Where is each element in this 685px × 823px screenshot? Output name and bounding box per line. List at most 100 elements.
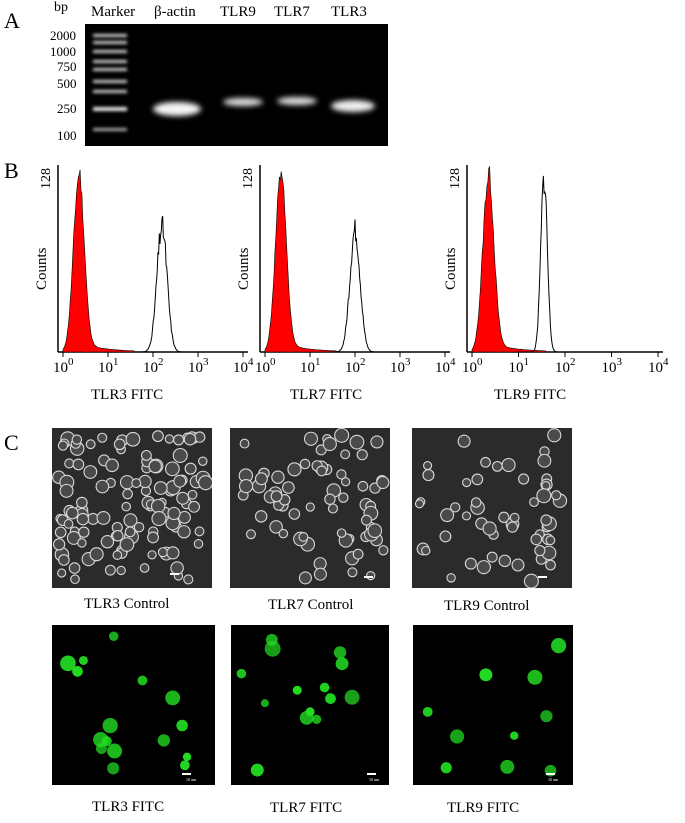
- dic-cell: [125, 431, 141, 447]
- dic-cell: [150, 498, 166, 514]
- lane-label-tlr7: TLR7: [274, 4, 310, 20]
- dic-cell: [336, 528, 347, 538]
- dic-cell: [450, 502, 461, 513]
- dic-cell: [57, 440, 69, 451]
- dic-cell: [96, 510, 111, 525]
- scale-bar-label-1: 10 um: [186, 777, 197, 782]
- x-tick-label: 103: [602, 356, 623, 376]
- dic-cell: [378, 545, 389, 556]
- dic-cell: [173, 434, 185, 446]
- dic-cell: [104, 564, 116, 576]
- dic-cell: [471, 473, 484, 486]
- dic-cell: [183, 432, 197, 446]
- band-beta-actin: [153, 102, 201, 116]
- fitc-caption-tlr9: TLR9 FITC: [447, 800, 520, 816]
- band-tlr9: [223, 98, 263, 106]
- dic-cell: [476, 560, 491, 575]
- dic-cell: [278, 528, 289, 539]
- dic-cell: [54, 526, 67, 539]
- dic-cell: [65, 506, 79, 520]
- dic-cell: [498, 554, 512, 568]
- dic-cell: [71, 434, 83, 445]
- ladder-label-1000: 1000: [50, 44, 76, 59]
- panel-b-letter: B: [4, 158, 19, 183]
- dic-cell: [116, 565, 126, 576]
- y-axis-label: Counts: [34, 247, 50, 290]
- x-tick-label: 101: [98, 356, 119, 376]
- dic-cell: [491, 460, 503, 472]
- dic-cell: [198, 475, 212, 491]
- dic-cell: [173, 474, 187, 488]
- dic-cell: [271, 470, 285, 484]
- stained-peak: [135, 215, 189, 353]
- dic-cell: [357, 480, 369, 492]
- hist-caption-tlr9: TLR9 FITC: [494, 387, 567, 403]
- dic-cell: [446, 573, 456, 583]
- dic-cell: [462, 477, 472, 488]
- dic-cell: [464, 557, 477, 570]
- dic-cell: [77, 538, 87, 548]
- lane-label-beta-actin: β-actin: [154, 4, 196, 20]
- fitc-cell: [319, 682, 330, 693]
- fitc-cell: [540, 710, 553, 723]
- dic-cell: [334, 428, 350, 443]
- dic-cell: [152, 430, 164, 443]
- dic-image-tlr3: [52, 428, 212, 588]
- lane-label-tlr3: TLR3: [331, 4, 367, 20]
- x-tick-label: 100: [462, 356, 483, 376]
- fitc-cell: [165, 690, 181, 706]
- dic-cell: [440, 508, 455, 523]
- dic-cell: [78, 526, 90, 538]
- dic-cell: [184, 462, 197, 475]
- fitc-cell: [344, 689, 360, 705]
- fitc-cell: [422, 706, 433, 717]
- dic-cell: [356, 449, 368, 461]
- dic-cell: [545, 559, 556, 571]
- dic-cell: [534, 544, 546, 557]
- dic-cell: [540, 514, 552, 527]
- fitc-cell: [250, 763, 264, 777]
- dic-cell: [439, 530, 452, 543]
- dic-cell: [151, 511, 167, 527]
- histogram-3: 100 101 102 103 104 128 Counts: [443, 165, 669, 376]
- fitc-image-tlr3: 10 um: [52, 625, 215, 785]
- dic-cell: [367, 523, 383, 538]
- dic-cell: [95, 479, 110, 494]
- fitc-cell: [60, 655, 76, 672]
- histogram-2: 100 101 102 103 104 128 Counts: [236, 165, 456, 376]
- dic-image-tlr7: [230, 428, 390, 588]
- y-axis-label: Counts: [236, 247, 252, 290]
- isotype-peak: [264, 171, 338, 353]
- control-caption-tlr3: TLR3 Control: [84, 596, 170, 612]
- dic-cell: [298, 571, 312, 585]
- dic-cell: [529, 497, 539, 507]
- dic-cell: [66, 530, 81, 545]
- dic-cell: [509, 512, 520, 523]
- dic-cell: [176, 491, 190, 505]
- dic-cell: [282, 481, 295, 494]
- dic-cell: [164, 461, 180, 477]
- y-max-label: 128: [241, 168, 256, 189]
- dic-cell: [370, 435, 384, 449]
- fitc-cell: [109, 631, 119, 641]
- fitc-cell: [510, 731, 519, 740]
- dic-cell: [131, 478, 142, 489]
- fitc-cell: [527, 669, 543, 685]
- dic-cell: [170, 561, 184, 575]
- x-tick-label: 100: [255, 356, 276, 376]
- dic-cell: [198, 456, 208, 466]
- dic-cell: [287, 462, 302, 477]
- dic-cell: [322, 436, 337, 452]
- dic-cell: [57, 568, 67, 578]
- dic-cell: [336, 469, 347, 480]
- x-tick-label: 101: [300, 356, 321, 376]
- dic-cell: [139, 563, 150, 573]
- y-max-label: 128: [448, 168, 463, 189]
- dic-cell: [349, 434, 365, 450]
- control-caption-tlr9: TLR9 Control: [444, 598, 530, 614]
- dic-cell: [347, 567, 358, 578]
- dic-cell: [172, 447, 188, 463]
- dic-cell: [147, 531, 159, 544]
- dic-cell: [167, 506, 181, 521]
